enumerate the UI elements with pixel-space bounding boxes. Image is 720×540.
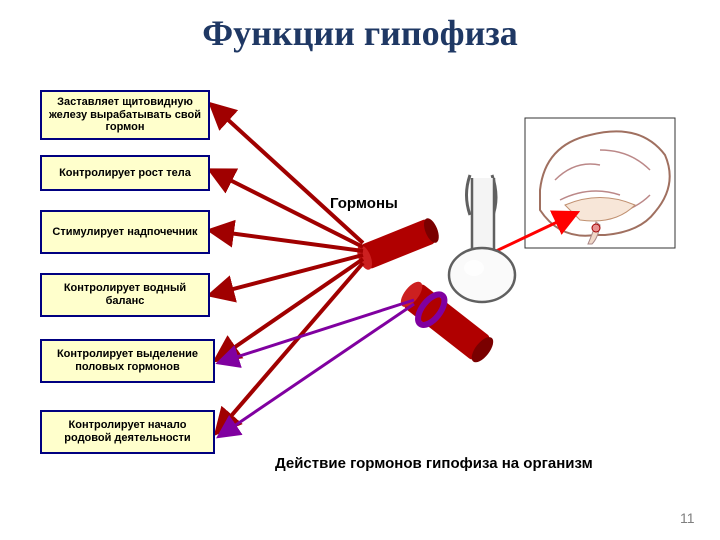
function-box-0: Заставляет щитовидную железу вырабатыват… xyxy=(40,90,210,140)
purple-tube xyxy=(395,276,499,368)
arrow-to-brain xyxy=(494,215,572,252)
function-box-5: Контролирует начало родовой деятельности xyxy=(40,410,215,454)
function-box-3: Контролирует водный баланс xyxy=(40,273,210,317)
slide-title: Функции гипофиза xyxy=(0,12,720,54)
function-box-1: Контролирует рост тела xyxy=(40,155,210,191)
brain-inset xyxy=(525,118,675,248)
red-tube xyxy=(354,216,442,272)
hormones-label: Гормоны xyxy=(330,195,398,212)
purple-arrows xyxy=(221,300,414,435)
slide: Функции гипофиза xyxy=(0,0,720,540)
function-box-2: Стимулирует надпочечник xyxy=(40,210,210,254)
red-arrows xyxy=(214,107,363,430)
function-box-4: Контролирует выделение половых гормонов xyxy=(40,339,215,383)
caption-label: Действие гормонов гипофиза на организм xyxy=(275,455,593,472)
page-number: 11 xyxy=(680,510,695,526)
pituitary-gland xyxy=(449,175,515,302)
